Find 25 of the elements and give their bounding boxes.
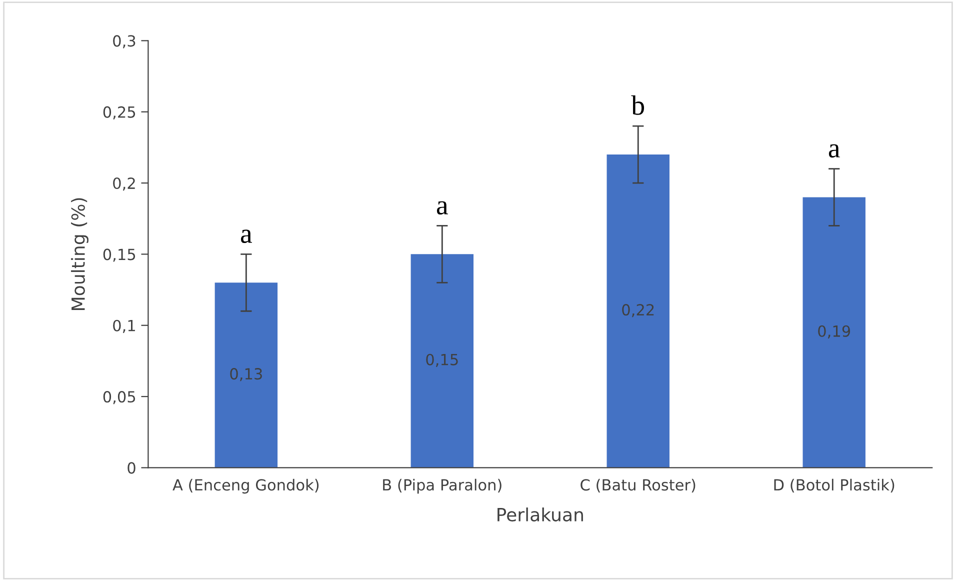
data-label: 0,19 (818, 325, 850, 338)
bar (214, 282, 278, 468)
y-tick-label: 0,05 (103, 391, 136, 404)
annotation: a (436, 201, 448, 215)
data-label: 0,15 (426, 354, 458, 367)
y-tick-label: 0 (128, 462, 136, 474)
annotation: b (631, 95, 644, 115)
bar (606, 154, 670, 468)
x-tick-label: C (Batu Roster) (580, 478, 696, 492)
data-label: 0,22 (622, 304, 654, 318)
x-tick-label: B (Pipa Paralon) (383, 478, 502, 494)
x-tick-label: A (Enceng Gondok) (172, 478, 319, 494)
data-label: 0,13 (230, 368, 262, 382)
x-axis-title: Perlakuan (498, 507, 583, 522)
y-tick-label: 0,15 (103, 248, 136, 262)
y-tick-label: 0,25 (103, 106, 136, 120)
annotation: a (240, 230, 252, 243)
y-tick-label: 0,1 (113, 320, 135, 333)
bar (410, 254, 474, 468)
annotation: a (828, 144, 840, 158)
bar (802, 197, 866, 468)
x-tick-label: D (Botol Plastik) (774, 478, 894, 492)
y-tick-label: 0,3 (113, 35, 136, 48)
y-axis-title: Moulting (%) (70, 198, 88, 310)
y-tick-label: 0,2 (113, 177, 135, 191)
